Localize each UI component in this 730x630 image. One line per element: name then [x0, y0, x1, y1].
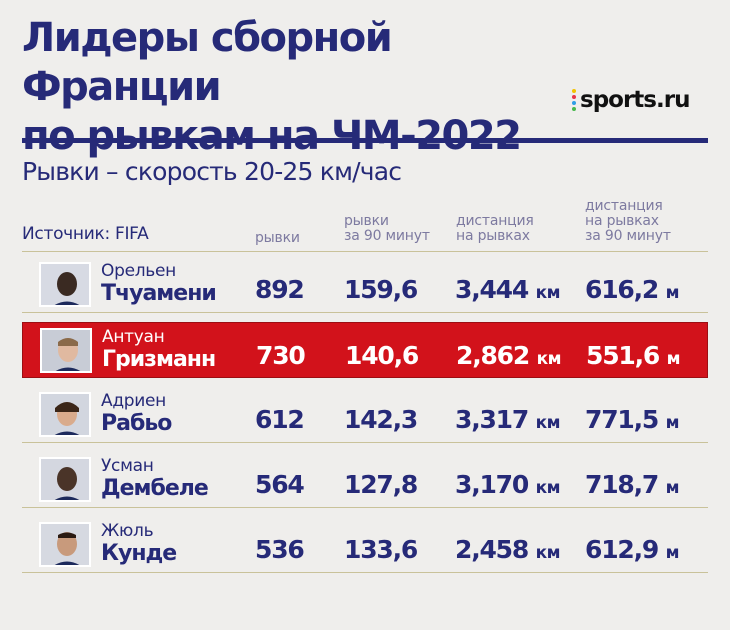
table-row: Адриен Рабьо 612 142,3 3,317 км 771,5 м — [22, 387, 708, 443]
title-line-2: по рывкам на ЧМ-2022 — [22, 113, 522, 159]
column-header-distance-90: дистанция на рывках за 90 минут — [585, 199, 671, 244]
sprints-value: 564 — [255, 470, 305, 499]
distance-90-unit: м — [665, 283, 680, 303]
distance-value: 2,862 км — [456, 341, 562, 370]
sprints-90-value: 142,3 — [344, 405, 418, 434]
distance-number: 3,317 — [455, 405, 529, 434]
distance-number: 3,444 — [455, 275, 529, 304]
distance-90-unit: м — [665, 413, 680, 433]
player-first-name: Усман — [101, 456, 154, 476]
table-row: Усман Дембеле 564 127,8 3,170 км 718,7 м — [22, 452, 708, 508]
player-first-name: Жюль — [101, 521, 154, 541]
distance-90-unit: м — [666, 349, 681, 369]
distance-number: 3,170 — [455, 470, 529, 499]
distance-unit: км — [535, 283, 561, 303]
column-header-line: за 90 минут — [585, 228, 671, 244]
player-last-name: Дембеле — [101, 476, 209, 501]
distance-value: 3,170 км — [455, 470, 561, 499]
sprints-90-value: 140,6 — [345, 341, 419, 370]
sprints-90-value: 159,6 — [344, 275, 418, 304]
sprints-value: 892 — [255, 275, 305, 304]
logo-dot — [572, 107, 576, 111]
source-label: Источник: FIFA — [22, 224, 149, 244]
column-header-sprints-90: рывки за 90 минут — [344, 214, 430, 244]
distance-unit: км — [536, 349, 562, 369]
header-divider — [22, 251, 708, 252]
column-header-line: на рывках — [585, 213, 659, 229]
distance-90-value: 616,2 м — [585, 275, 680, 304]
player-first-name: Антуан — [102, 327, 165, 347]
distance-number: 2,862 — [456, 341, 530, 370]
player-first-name: Орельен — [101, 261, 176, 281]
column-header-distance: дистанция на рывках — [456, 214, 534, 244]
player-photo-icon — [39, 457, 91, 502]
player-last-name: Кунде — [101, 541, 177, 566]
column-header-line: дистанция — [585, 198, 663, 214]
column-header-line: на рывках — [456, 228, 530, 244]
distance-90-number: 551,6 — [586, 341, 660, 370]
distance-90-value: 771,5 м — [585, 405, 680, 434]
page-title: Лидеры сборной Франции по рывкам на ЧМ-2… — [22, 14, 582, 161]
logo-text: sports.ru — [580, 87, 690, 113]
sprints-90-value: 133,6 — [344, 535, 418, 564]
sprints-value: 730 — [256, 341, 306, 370]
column-header-line: рывки — [255, 230, 300, 246]
player-photo-icon — [39, 392, 91, 437]
distance-number: 2,458 — [455, 535, 529, 564]
sprints-90-value: 127,8 — [344, 470, 418, 499]
distance-unit: км — [535, 543, 561, 563]
distance-90-value: 551,6 м — [586, 341, 681, 370]
player-last-name: Рабьо — [101, 411, 172, 436]
column-header-sprints: рывки — [255, 231, 300, 246]
player-photo-icon — [40, 328, 92, 373]
sprints-value: 536 — [255, 535, 305, 564]
column-header-line: за 90 минут — [344, 228, 430, 244]
sprints-value: 612 — [255, 405, 305, 434]
distance-90-unit: м — [665, 543, 680, 563]
distance-90-number: 718,7 — [585, 470, 659, 499]
table-row: Жюль Кунде 536 133,6 2,458 км 612,9 м — [22, 517, 708, 573]
distance-90-unit: м — [665, 478, 680, 498]
distance-90-number: 612,9 — [585, 535, 659, 564]
distance-value: 3,317 км — [455, 405, 561, 434]
logo-dot — [572, 89, 576, 93]
title-line-1: Лидеры сборной Франции — [22, 15, 393, 110]
player-photo-icon — [39, 262, 91, 307]
logo-dot — [572, 95, 576, 99]
distance-90-value: 718,7 м — [585, 470, 680, 499]
player-last-name: Гризманн — [102, 347, 216, 372]
table-row-highlighted: Антуан Гризманн 730 140,6 2,862 км 551,6… — [22, 322, 708, 378]
player-first-name: Адриен — [101, 391, 166, 411]
logo-dots-icon — [572, 89, 576, 111]
distance-unit: км — [535, 478, 561, 498]
distance-90-value: 612,9 м — [585, 535, 680, 564]
distance-90-number: 616,2 — [585, 275, 659, 304]
logo-dot — [572, 101, 576, 105]
player-photo-icon — [39, 522, 91, 567]
title-divider — [22, 138, 708, 143]
column-header-line: рывки — [344, 213, 389, 229]
sports-ru-logo: sports.ru — [572, 86, 690, 114]
subtitle: Рывки – скорость 20-25 км/час — [22, 157, 402, 186]
distance-value: 2,458 км — [455, 535, 561, 564]
distance-value: 3,444 км — [455, 275, 561, 304]
distance-unit: км — [535, 413, 561, 433]
distance-90-number: 771,5 — [585, 405, 659, 434]
player-last-name: Тчуамени — [101, 281, 217, 306]
column-header-line: дистанция — [456, 213, 534, 229]
table-row: Орельен Тчуамени 892 159,6 3,444 км 616,… — [22, 257, 708, 313]
